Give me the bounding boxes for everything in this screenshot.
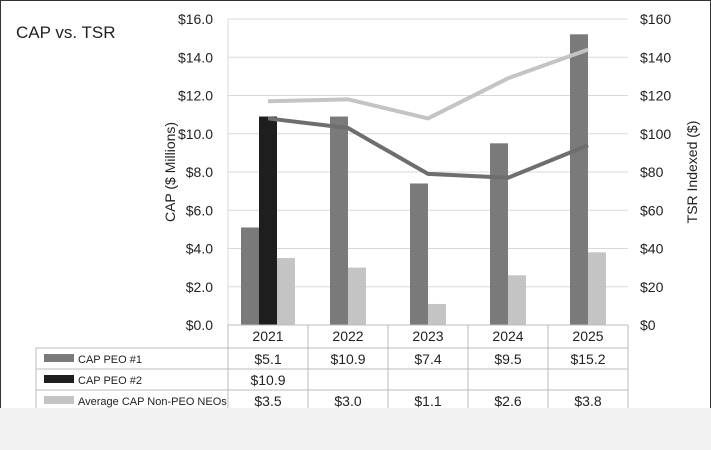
- bar-0-2024: [490, 143, 508, 325]
- bar-2-2023: [428, 303, 446, 325]
- tsr-line-0: [267, 116, 589, 180]
- tsr-line-1: [267, 47, 589, 121]
- bar-2-2024: [508, 275, 526, 325]
- legend-label-2: Average CAP Non-PEO NEOs: [78, 396, 227, 408]
- y-tick-label: $10.0: [178, 126, 213, 142]
- legend-label-1: CAP PEO #2: [78, 375, 142, 387]
- data-label-0-4: $15.2: [570, 351, 605, 367]
- chart-frame: CAP vs. TSR $0.0 $2.0 $4.0 $6.0 $8.0 $10.0 $12…: [0, 0, 711, 408]
- y-tick-label: $16.0: [178, 11, 213, 27]
- y-tick-label: $4.0: [186, 241, 213, 257]
- bar-1-2021: [259, 116, 277, 325]
- legend-swatch-1: [44, 375, 74, 383]
- x-tick-label-2021: 2021: [252, 328, 283, 344]
- bar-0-2021: [241, 227, 259, 325]
- data-label-0-0: $5.1: [254, 351, 281, 367]
- data-label-2-2: $1.1: [414, 393, 441, 408]
- y2-tick-label: $80: [640, 164, 664, 180]
- y-tick-label: $0.0: [186, 317, 213, 333]
- y2-tick-label: $0: [640, 317, 656, 333]
- y2-tick-label: $160: [640, 11, 671, 27]
- data-label-2-3: $2.6: [494, 393, 521, 408]
- y-tick-label: $12.0: [178, 88, 213, 104]
- legend-label-0: CAP PEO #1: [78, 354, 142, 366]
- y2-tick-label: $140: [640, 49, 671, 65]
- bar-0-2025: [570, 34, 588, 326]
- bar-2-2021: [277, 258, 295, 325]
- x-tick-label-2025: 2025: [572, 328, 603, 344]
- x-tick-label-2023: 2023: [412, 328, 443, 344]
- y-tick-label: $6.0: [186, 202, 213, 218]
- y2-tick-label: $40: [640, 241, 664, 257]
- y2-axis-title: TSR Indexed ($): [684, 121, 700, 224]
- y2-tick-label: $20: [640, 279, 664, 295]
- x-tick-label-2022: 2022: [332, 328, 363, 344]
- chart-title: CAP vs. TSR: [16, 23, 116, 42]
- data-label-1-0: $10.9: [250, 372, 285, 388]
- y2-tick-label: $60: [640, 202, 664, 218]
- data-label-0-3: $9.5: [494, 351, 521, 367]
- x-tick-label-2024: 2024: [492, 328, 523, 344]
- bar-2-2022: [348, 267, 366, 325]
- y-tick-label: $14.0: [178, 49, 213, 65]
- y2-tick-label: $100: [640, 126, 671, 142]
- bar-0-2023: [410, 183, 428, 325]
- legend-swatch-2: [44, 396, 74, 404]
- chart-svg: $0.0 $2.0 $4.0 $6.0 $8.0 $10.0 $12.0 $14.0 $16.0…: [35, 11, 700, 408]
- data-label-0-1: $10.9: [330, 351, 365, 367]
- y-tick-label: $8.0: [186, 164, 213, 180]
- bar-0-2022: [330, 116, 348, 325]
- data-label-0-2: $7.4: [414, 351, 441, 367]
- data-label-2-0: $3.5: [254, 393, 281, 408]
- y-axis-title: CAP ($ Millions): [162, 122, 178, 222]
- bar-2-2025: [588, 252, 606, 325]
- legend-swatch-0: [44, 354, 74, 362]
- y-tick-label: $2.0: [186, 279, 213, 295]
- y2-tick-label: $120: [640, 88, 671, 104]
- data-label-2-4: $3.8: [574, 393, 601, 408]
- data-label-2-1: $3.0: [334, 393, 361, 408]
